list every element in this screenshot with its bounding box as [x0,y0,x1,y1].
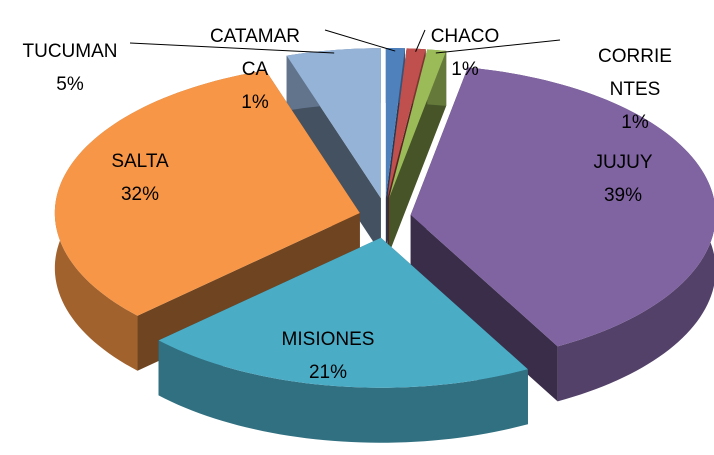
category-label: MISIONES [281,329,375,350]
leader-line [435,39,561,54]
value-label: 1% [621,112,649,133]
slice-label: MISIONES 21% [282,323,375,389]
value-label: 1% [241,92,269,113]
slice-label: CATAMARCA 1% [205,20,305,119]
value-label: 39% [603,185,643,206]
slice [158,237,528,388]
slice-side [410,214,558,402]
slice-label: JUJUY 39% [593,146,652,212]
category-label: SALTA [111,151,169,172]
slice [385,48,405,199]
category-label: JUJUY [593,152,653,173]
slice-label: CORRIENTES 1% [596,40,675,139]
leader-line [415,29,426,52]
value-label: 5% [56,74,84,95]
category-label: CORRIENTES [598,46,672,100]
leader-line [129,42,335,54]
slice [286,48,381,199]
slice-label: CHACO 1% [431,20,500,86]
value-label: 21% [308,362,348,383]
slice-label: SALTA 32% [111,145,168,211]
value-label: 1% [451,59,479,80]
value-label: 32% [120,184,160,205]
slice [387,48,426,199]
slice-label: TUCUMAN 5% [23,35,118,101]
slice [410,67,714,347]
leader-line [324,29,396,52]
category-label: CHACO [430,26,500,47]
slice-edge [158,340,528,443]
slice [389,49,447,199]
category-label: TUCUMAN [22,41,118,62]
slice [54,70,360,316]
category-label: CATAMARCA [209,26,301,80]
